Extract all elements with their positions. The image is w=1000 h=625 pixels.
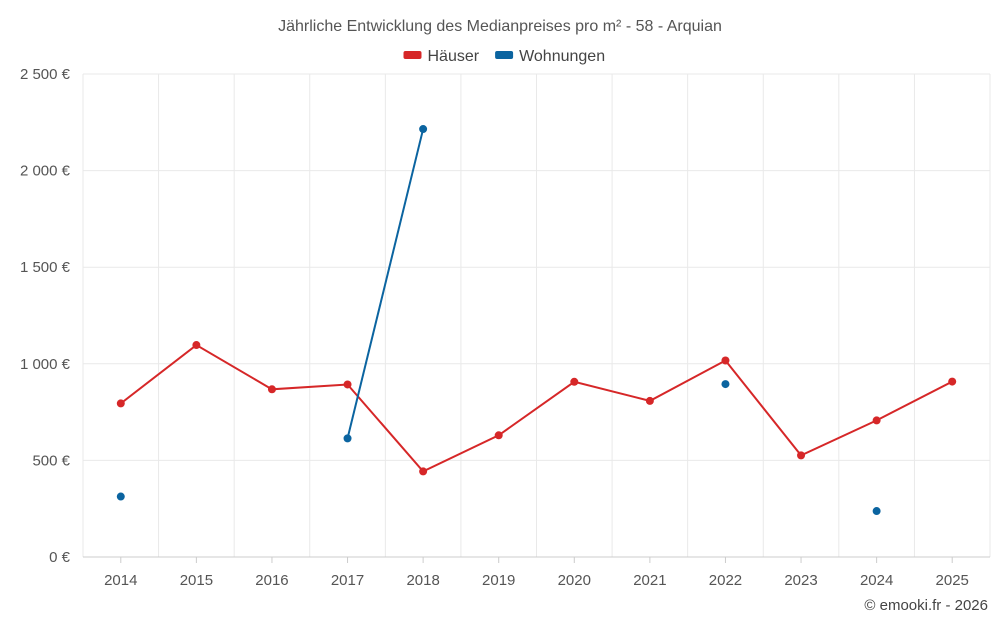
data-point[interactable] — [948, 377, 957, 386]
legend-swatch[interactable] — [403, 51, 422, 59]
data-point[interactable] — [645, 396, 654, 405]
series-line — [346, 128, 425, 439]
x-tick-label: 2018 — [406, 572, 439, 589]
y-tick-label: 2 500 € — [20, 66, 71, 83]
data-point[interactable] — [419, 467, 428, 476]
chart-title: Jährliche Entwicklung des Medianpreises … — [278, 18, 722, 35]
y-tick-label: 1 000 € — [20, 356, 71, 373]
x-tick-label: 2023 — [784, 572, 817, 589]
x-tick-label: 2017 — [331, 572, 364, 589]
legend-swatch[interactable] — [495, 51, 514, 59]
x-tick-label: 2025 — [936, 572, 969, 589]
data-point[interactable] — [267, 385, 276, 394]
data-point[interactable] — [872, 416, 881, 425]
data-point[interactable] — [494, 431, 503, 440]
credit-text: © emooki.fr - 2026 — [864, 597, 988, 614]
legend: Häuser Wohnungen — [403, 48, 605, 65]
data-point[interactable] — [343, 434, 352, 443]
x-tick-label: 2022 — [709, 572, 742, 589]
legend-label[interactable]: Wohnungen — [519, 48, 605, 65]
series-line — [120, 343, 953, 473]
x-tick-label: 2020 — [558, 572, 591, 589]
data-point[interactable] — [721, 356, 730, 365]
data-point[interactable] — [343, 380, 352, 389]
data-point[interactable] — [116, 492, 125, 501]
series-wohnungen — [116, 125, 881, 516]
series-group — [116, 125, 957, 516]
data-point[interactable] — [570, 377, 579, 386]
legend-label[interactable]: Häuser — [428, 48, 480, 65]
y-tick-label: 0 € — [49, 549, 71, 566]
data-point[interactable] — [721, 380, 730, 389]
x-tick-label: 2015 — [180, 572, 213, 589]
data-point[interactable] — [419, 125, 428, 134]
data-point[interactable] — [192, 341, 201, 350]
y-tick-label: 500 € — [32, 452, 70, 469]
grid — [82, 73, 991, 558]
y-tick-label: 1 500 € — [20, 259, 71, 276]
data-point[interactable] — [797, 451, 806, 460]
x-tick-label: 2021 — [633, 572, 666, 589]
x-tick-label: 2019 — [482, 572, 515, 589]
y-tick-label: 2 000 € — [20, 163, 71, 180]
axes: 0 € 500 € 1 000 € 1 500 € 2 000 € 2 500 € 2014… — [20, 66, 990, 589]
series-haeuser — [116, 341, 957, 476]
x-tick-label: 2024 — [860, 572, 893, 589]
x-tick-label: 2014 — [104, 572, 137, 589]
data-point[interactable] — [116, 399, 125, 408]
data-point[interactable] — [872, 507, 881, 516]
x-tick-label: 2016 — [255, 572, 288, 589]
